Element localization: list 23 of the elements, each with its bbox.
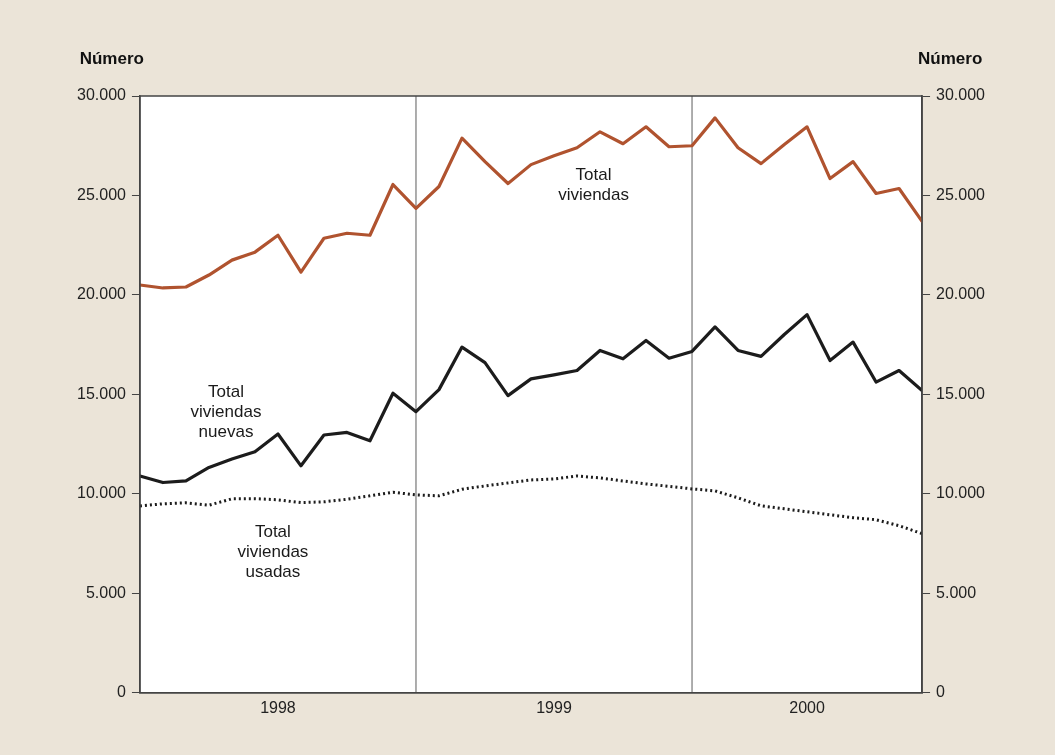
series-label: Total viviendas xyxy=(558,165,630,205)
y-axis-title: Número xyxy=(79,49,144,69)
x-tick-label: 1999 xyxy=(536,698,572,716)
y2-tick-label: 15.000 xyxy=(936,384,986,402)
x-tick-label: 2000 xyxy=(789,698,825,716)
y2-axis-title: Número xyxy=(918,49,983,69)
y2-tick-label: 10.000 xyxy=(936,484,986,502)
y-tick-label: 15.000 xyxy=(77,384,127,402)
line-series xyxy=(139,474,923,536)
y2-tick-label: 30.000 xyxy=(936,86,986,104)
y-tick-label: 5.000 xyxy=(85,583,127,601)
y-tick-label: 25.000 xyxy=(77,185,127,203)
y2-tick-label: 20.000 xyxy=(936,285,986,303)
y2-tick-label: 5.000 xyxy=(936,583,977,601)
y-tick-label: 30.000 xyxy=(77,86,127,104)
y-tick-label: 0 xyxy=(117,683,127,701)
series-label: Total viviendas usadas xyxy=(237,522,309,582)
y-tick-label: 20.000 xyxy=(77,285,127,303)
series-label: Total viviendas nuevas xyxy=(190,381,262,441)
y2-tick-label: 0 xyxy=(936,683,946,701)
y2-tick-label: 25.000 xyxy=(936,185,986,203)
x-tick-label: 1998 xyxy=(260,698,296,716)
y-tick-label: 10.000 xyxy=(77,484,127,502)
